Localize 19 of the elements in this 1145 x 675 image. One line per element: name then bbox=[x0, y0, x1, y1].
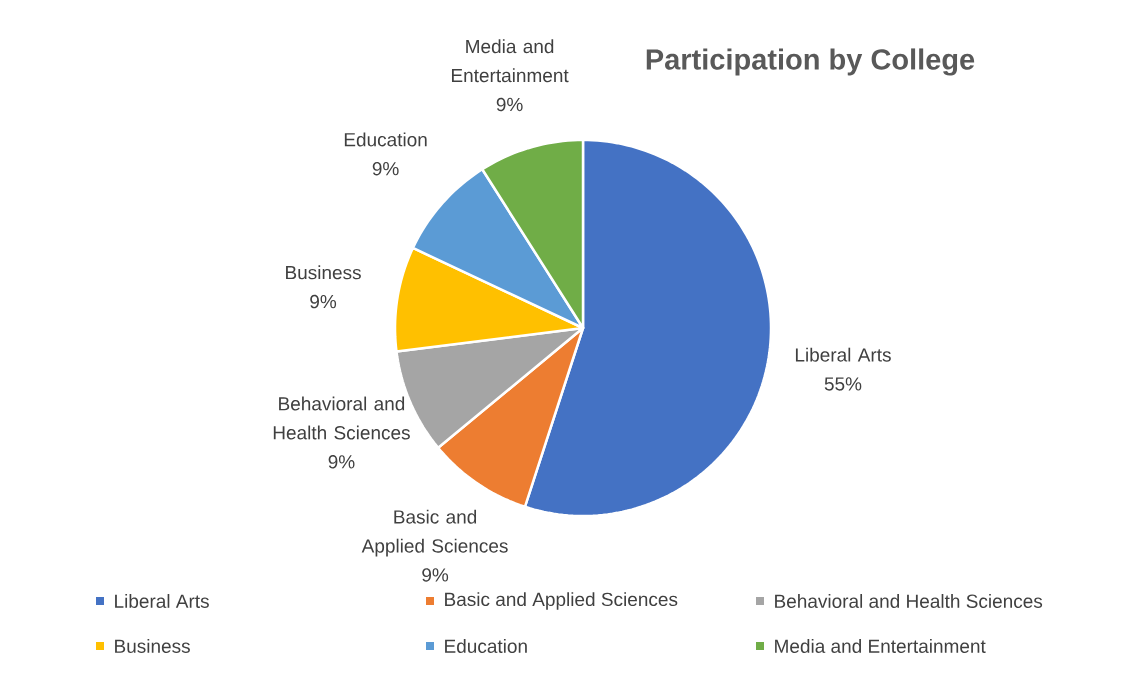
data-label: 55% bbox=[824, 377, 862, 391]
data-label: 9% bbox=[310, 294, 337, 309]
legend-label: Education bbox=[445, 639, 527, 653]
legend-label: Behavioral and Health Sciences bbox=[775, 594, 1043, 608]
slice-label: Behavioral and Health Sciences bbox=[273, 396, 410, 440]
legend-label: Liberal Arts bbox=[115, 594, 209, 608]
data-label: 9% bbox=[422, 568, 449, 582]
legend-label: Basic and Applied Sciences bbox=[445, 592, 678, 610]
chart-title: Participation by College bbox=[646, 48, 975, 76]
data-label: 9% bbox=[496, 97, 523, 112]
slice-label: Business bbox=[286, 265, 361, 280]
slice-label: Media and Entertainment bbox=[451, 39, 569, 83]
slice-label: Liberal Arts bbox=[795, 347, 891, 362]
legend-label: Media and Entertainment bbox=[775, 639, 986, 653]
slice-label: Basic and Applied Sciences bbox=[361, 509, 508, 557]
data-label: 9% bbox=[328, 455, 355, 469]
slice-label: Education bbox=[344, 132, 427, 147]
legend-label: Business bbox=[115, 639, 190, 653]
data-label: 9% bbox=[372, 161, 399, 176]
